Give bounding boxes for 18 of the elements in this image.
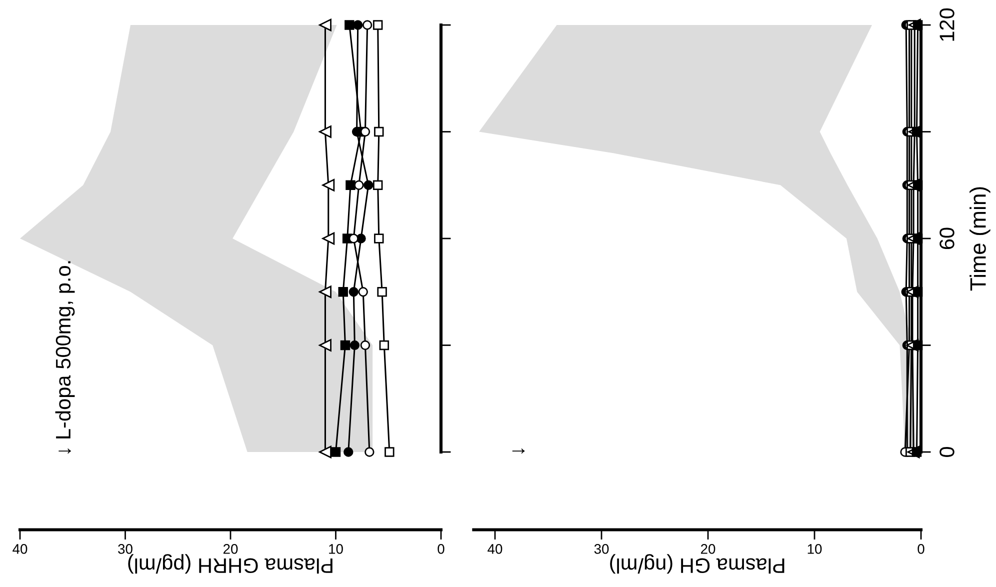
y-tick-label: 0 — [940, 447, 954, 457]
x-tick-label: 10 — [329, 544, 343, 554]
x-tick-label: 20 — [223, 544, 238, 554]
x-tick-label: 0 — [438, 544, 444, 554]
x-tick-label: 10 — [808, 544, 822, 554]
x-tick-label: 20 — [700, 544, 716, 554]
annotation: ↓ L-dopa 500mg, p.o. — [55, 261, 75, 454]
x-tick-label: 30 — [118, 544, 132, 554]
x-axis-title: Plasma GH (ng/ml) — [610, 554, 784, 574]
y-tick-label: 120 — [940, 8, 954, 41]
y-axis-title: Time (min) — [970, 187, 990, 291]
x-axis-title: Plasma GHRH (pg/ml) — [128, 554, 332, 574]
x-tick-label: 40 — [488, 544, 502, 554]
x-tick-label: 40 — [12, 544, 28, 554]
x-tick-label: 0 — [918, 544, 924, 554]
x-tick-label: 30 — [594, 544, 609, 554]
annotation: ↓ — [512, 448, 525, 454]
y-tick-label: 60 — [940, 228, 954, 250]
